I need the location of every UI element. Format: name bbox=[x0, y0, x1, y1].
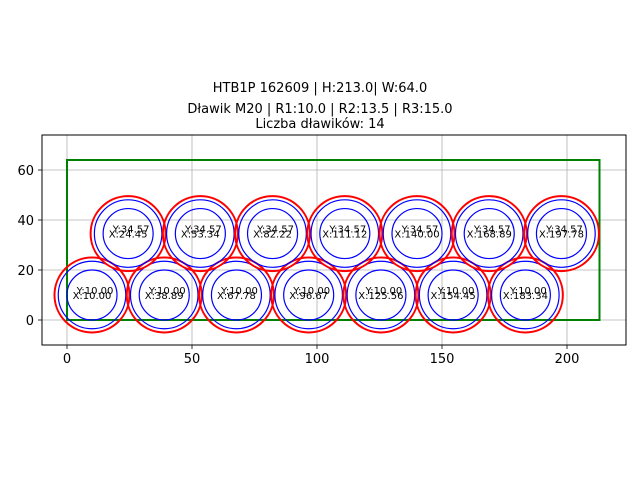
chart-title-line1: HTB1P 162609 | H:213.0| W:64.0 bbox=[212, 81, 428, 96]
outer-circle-r3 bbox=[125, 256, 203, 334]
y-tick-label: 0 bbox=[26, 314, 34, 329]
plot-content: Y:10.00X:10.00 Y:10.00X:38.89 Y:10.00X:67.… bbox=[42, 135, 626, 345]
x-tick-label: 0 bbox=[63, 352, 71, 367]
y-tick-label: 60 bbox=[17, 164, 34, 179]
x-tick-label: 50 bbox=[184, 352, 201, 367]
point-label-y: Y:10.00 bbox=[76, 286, 114, 297]
inner-circle-r1 bbox=[174, 207, 226, 260]
point-label-y: Y:34.57 bbox=[401, 225, 439, 236]
point-label-y: Y:34.57 bbox=[256, 225, 294, 236]
point-label-y: Y:34.57 bbox=[473, 225, 511, 236]
outer-circle-r3 bbox=[270, 256, 348, 334]
point-label-x: X:140.00 bbox=[394, 230, 439, 241]
outer-circle-r3 bbox=[342, 256, 420, 334]
inner-circle-r1 bbox=[535, 207, 588, 260]
outer-circle-r3 bbox=[414, 256, 492, 334]
outer-circle-r3 bbox=[450, 195, 528, 273]
inner-circle-r1 bbox=[499, 269, 551, 321]
outer-circle-r3 bbox=[161, 195, 239, 273]
point-label-y: Y:10.00 bbox=[292, 286, 330, 297]
inner-circle-r1 bbox=[138, 269, 190, 321]
point-label-y: Y:34.57 bbox=[328, 225, 366, 236]
chart-title-line3: Liczba dławików: 14 bbox=[255, 117, 385, 132]
inner-circle-r1 bbox=[102, 207, 154, 260]
point-label-x: X:125.56 bbox=[358, 291, 403, 302]
inner-circle-r1 bbox=[355, 269, 407, 321]
point-label-y: Y:10.00 bbox=[148, 286, 186, 297]
point-label-y: Y:10.00 bbox=[365, 286, 403, 297]
outer-circle-r3 bbox=[89, 195, 167, 273]
point-label-x: X:154.45 bbox=[431, 291, 476, 302]
point-label-y: Y:34.57 bbox=[112, 225, 150, 236]
inner-circle-r1 bbox=[463, 207, 515, 260]
y-tick-label: 20 bbox=[17, 264, 34, 279]
outer-circle-r3 bbox=[234, 195, 312, 273]
point-label-y: Y:10.00 bbox=[509, 286, 547, 297]
y-tick-label: 40 bbox=[17, 214, 34, 229]
inner-circle-r1 bbox=[66, 269, 118, 321]
point-label-y: Y:10.00 bbox=[220, 286, 258, 297]
chart-title-line2: Dławik M20 | R1:10.0 | R2:13.5 | R3:15.0 bbox=[187, 102, 453, 117]
point-label-x: X:10.00 bbox=[73, 291, 112, 302]
outer-circle-r3 bbox=[378, 195, 456, 273]
x-tick-label: 150 bbox=[430, 352, 455, 367]
axes-frame bbox=[41, 134, 627, 346]
point-label-x: X:183.34 bbox=[503, 291, 548, 302]
inner-circle-r1 bbox=[391, 207, 443, 260]
middle-circle-r2 bbox=[527, 199, 596, 268]
point-label-x: X:197.78 bbox=[539, 230, 584, 241]
point-label-x: X:38.89 bbox=[145, 291, 184, 302]
point-label-x: X:24.45 bbox=[109, 230, 148, 241]
inner-circle-r1 bbox=[210, 269, 263, 321]
outer-circle-r3 bbox=[306, 195, 384, 273]
point-label-x: X:111.12 bbox=[322, 230, 367, 241]
inner-circle-r1 bbox=[246, 207, 299, 260]
point-label-y: Y:10.00 bbox=[437, 286, 475, 297]
outer-circle-r3 bbox=[53, 256, 131, 334]
outer-circle-r3 bbox=[522, 195, 600, 273]
x-tick-label: 100 bbox=[305, 352, 330, 367]
point-label-x: X:82.22 bbox=[253, 230, 292, 241]
outer-circle-r3 bbox=[486, 256, 564, 334]
outer-circle-r3 bbox=[197, 256, 275, 334]
inner-circle-r1 bbox=[427, 269, 479, 321]
middle-circle-r2 bbox=[490, 260, 560, 330]
point-label-x: X:53.34 bbox=[181, 230, 220, 241]
board-outline bbox=[66, 159, 601, 321]
inner-circle-r1 bbox=[283, 269, 335, 321]
point-label-y: Y:34.57 bbox=[545, 225, 583, 236]
point-label-x: X:67.78 bbox=[217, 291, 256, 302]
inner-circle-r1 bbox=[319, 207, 371, 260]
x-tick-label: 200 bbox=[555, 352, 580, 367]
point-label-y: Y:34.57 bbox=[184, 225, 222, 236]
point-label-x: X:168.89 bbox=[467, 230, 512, 241]
point-label-x: X:96.67 bbox=[289, 291, 328, 302]
